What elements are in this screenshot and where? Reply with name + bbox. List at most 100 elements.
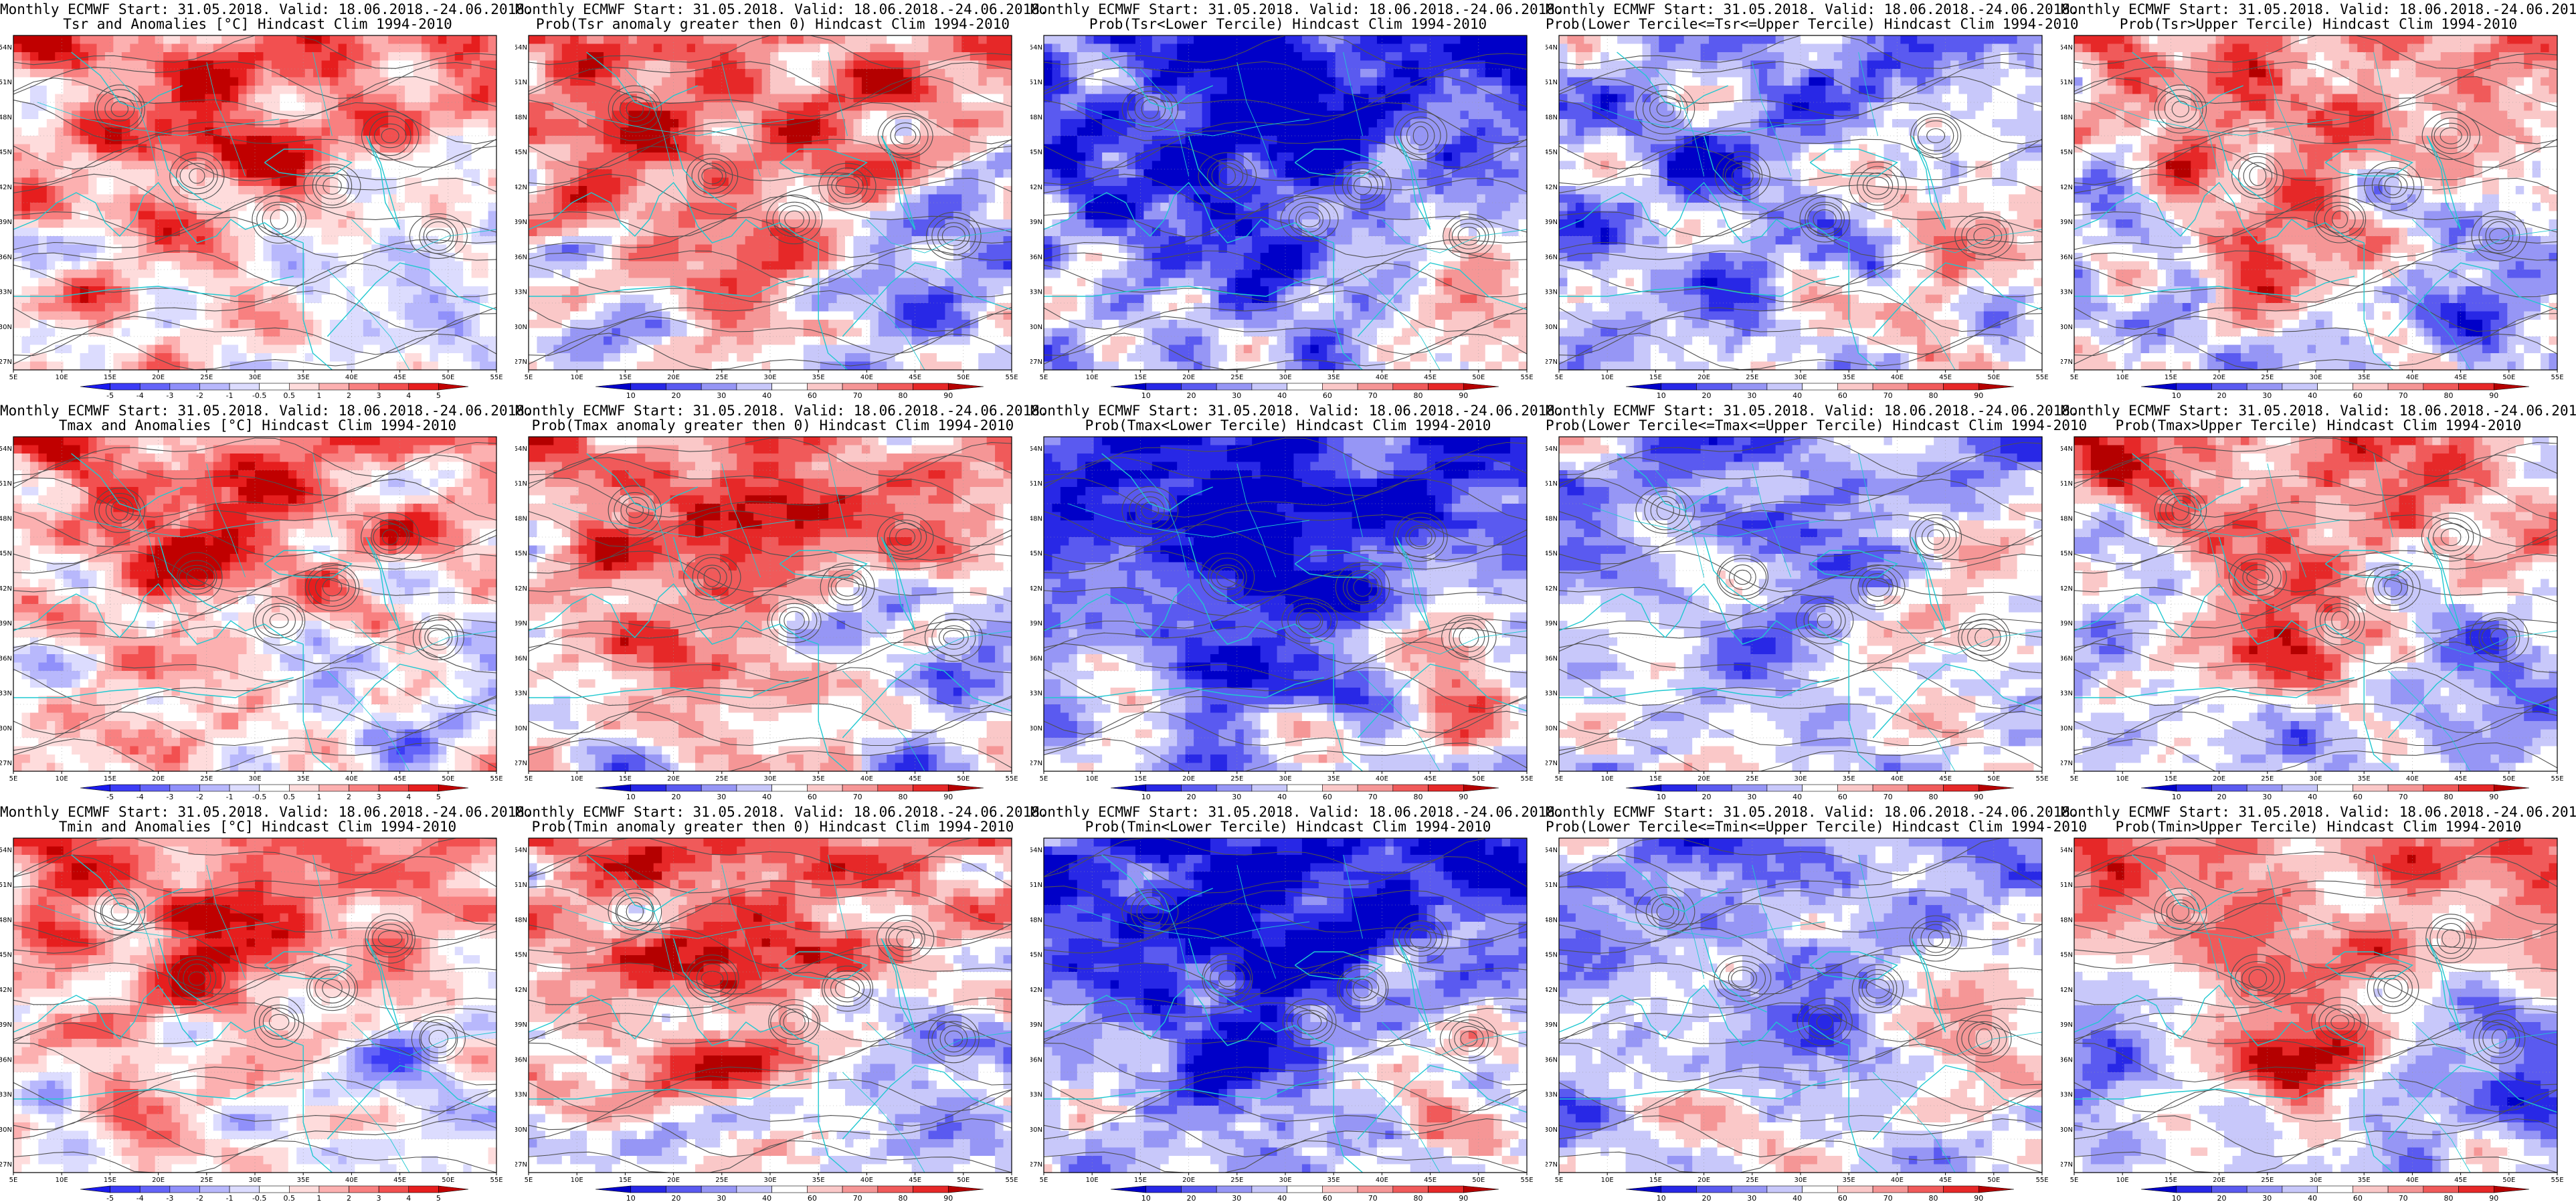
colorbar-tick-label: 3 (377, 391, 381, 400)
shaded-field (1044, 838, 1528, 1173)
lon-tick-label: 40E (860, 374, 873, 381)
lat-tick-label: 51N (2061, 882, 2073, 889)
lat-tick-label: 27N (1030, 359, 1042, 366)
lon-tick-label: 45E (1939, 1177, 1952, 1184)
lat-tick-label: 30N (515, 324, 527, 331)
colorbar-tick-label: 60 (1838, 1194, 1847, 1203)
colorbar-tick-label: 40 (762, 1194, 771, 1203)
colorbar-tick-label: 60 (808, 1194, 817, 1203)
colorbar-tick-label: 40 (2308, 391, 2317, 400)
lon-tick-label: 45E (1424, 775, 1437, 783)
colorbar-tick-label: 30 (2262, 1194, 2272, 1203)
lon-tick-label: 10E (1086, 775, 1099, 783)
lat-tick-label: 48N (1030, 515, 1042, 522)
lon-tick-label: 25E (1230, 1177, 1243, 1184)
lon-tick-label: 30E (2309, 775, 2322, 783)
lat-tick-label: 30N (1030, 725, 1042, 732)
lon-tick-label: 5E (2070, 374, 2079, 381)
lat-tick-label: 36N (0, 1056, 12, 1064)
colorbar-tick-label: 1 (316, 793, 321, 801)
lon-tick-label: 25E (715, 775, 728, 783)
lat-tick-label: 51N (1546, 882, 1558, 889)
colorbar-tick-label: 90 (943, 793, 953, 801)
lon-tick-label: 45E (393, 775, 406, 783)
country-borders (1067, 52, 1528, 371)
lat-tick-label: 39N (515, 219, 527, 226)
colorbar-tick-label: 1 (316, 391, 321, 400)
lon-tick-label: 15E (104, 775, 116, 783)
lat-tick-label: 42N (0, 585, 12, 593)
climatology-contours (2074, 35, 2558, 371)
lon-tick-label: 20E (2213, 374, 2225, 381)
colorbar-tick-label: 70 (1368, 1194, 1378, 1203)
lat-tick-label: 33N (515, 289, 527, 296)
panel-title-product: Prob(Tmax anomaly greater then 0) Hindca… (515, 417, 1030, 433)
lat-tick-label: 33N (2061, 289, 2073, 296)
lon-tick-label: 15E (1649, 374, 1662, 381)
lat-tick-label: 48N (515, 916, 527, 924)
colorbar-tick-label: 80 (1928, 1194, 1938, 1203)
colorbar-tick-label: 60 (808, 391, 817, 400)
colorbar-tick-label: 90 (943, 1194, 953, 1203)
lat-tick-label: 51N (1546, 79, 1558, 86)
map-panel-tsr-4: 5E 10E 15E 20E 25E 30E 35E 40E 45E 50E 55E 54N 51N 48… (1546, 0, 2079, 401)
lon-tick-label: 10E (2116, 374, 2129, 381)
axis-labels: 5E 10E 15E 20E 25E 30E 35E 40E 45E 50E 55E 54N 51N 48… (1030, 44, 1534, 381)
colorbar-tick-label: 40 (1792, 391, 1802, 400)
lat-tick-label: 51N (1546, 480, 1558, 488)
map-canvas: 5E 10E 15E 20E 25E 30E 35E 40E 45E 50E 55E 54N 51N 48… (1030, 837, 1534, 1203)
coastlines (13, 52, 497, 371)
colorbar: 10 20 30 40 60 70 80 90 (2140, 383, 2530, 400)
lat-tick-label: 33N (2061, 1092, 2073, 1099)
graticule (529, 35, 1012, 370)
colorbar-tick-label: 80 (1413, 391, 1422, 400)
colorbar-tick-label: 5 (436, 793, 441, 801)
colorbar: 10 20 30 40 60 70 80 90 (1110, 1185, 1499, 1203)
lon-tick-label: 10E (1086, 374, 1099, 381)
lat-tick-label: 27N (0, 1161, 12, 1169)
axis-labels: 5E 10E 15E 20E 25E 30E 35E 40E 45E 50E 55E 54N 51N 48… (1546, 445, 2049, 783)
lat-tick-label: 39N (1030, 1021, 1042, 1029)
lat-tick-label: 30N (515, 725, 527, 732)
lon-tick-label: 10E (1086, 1177, 1099, 1184)
lat-tick-label: 45N (0, 550, 12, 558)
panel-title-run: Monthly ECMWF Start: 31.05.2018. Valid: … (0, 403, 533, 419)
lat-tick-label: 45N (1030, 149, 1042, 157)
colorbar-tick-label: 60 (1323, 391, 1332, 400)
colorbar-tick-label: 0.5 (284, 1194, 296, 1203)
lon-tick-label: 55E (1005, 1177, 1018, 1184)
panel-title-run: Monthly ECMWF Start: 31.05.2018. Valid: … (2061, 1, 2576, 17)
lat-tick-label: 48N (1546, 114, 1558, 121)
lon-tick-label: 5E (1555, 374, 1564, 381)
lat-tick-label: 54N (1546, 44, 1558, 52)
colorbar-tick-label: 10 (626, 391, 636, 400)
panel-title-product: Tmax and Anomalies [°C] Hindcast Clim 19… (0, 417, 515, 433)
panel-title-product: Prob(Tmin>Upper Tercile) Hindcast Clim 1… (2061, 819, 2576, 835)
lat-tick-label: 54N (0, 44, 12, 52)
shaded-field (1559, 35, 2043, 371)
lon-tick-label: 50E (957, 1177, 970, 1184)
map-panel-tmin-2: 5E 10E 15E 20E 25E 30E 35E 40E 45E 50E 55E 54N 51N 48… (515, 803, 1048, 1204)
colorbar-tick-label: 4 (406, 391, 411, 400)
colorbar-tick-label: 40 (1792, 1194, 1802, 1203)
lon-tick-label: 45E (909, 1177, 921, 1184)
map-canvas: 5E 10E 15E 20E 25E 30E 35E 40E 45E 50E 55E 54N 51N 48… (2061, 35, 2564, 400)
lon-tick-label: 20E (1697, 1177, 1710, 1184)
lat-tick-label: 39N (1030, 620, 1042, 627)
colorbar-tick-label: 20 (1702, 391, 1712, 400)
lon-tick-label: 25E (2261, 775, 2274, 783)
lat-tick-label: 45N (515, 550, 527, 558)
lon-tick-label: 10E (2116, 775, 2129, 783)
lat-tick-label: 36N (1030, 254, 1042, 261)
lat-tick-label: 33N (0, 289, 12, 296)
colorbar-tick-label: 2 (347, 391, 351, 400)
lon-tick-label: 35E (2358, 1177, 2371, 1184)
colorbar-tick-label: 90 (1974, 391, 1983, 400)
lon-tick-label: 35E (812, 775, 825, 783)
lon-tick-label: 5E (9, 775, 18, 783)
lon-tick-label: 15E (2165, 1177, 2177, 1184)
lat-tick-label: 45N (0, 149, 12, 157)
colorbar-tick-label: 4 (406, 1194, 411, 1203)
lon-tick-label: 35E (1843, 374, 1855, 381)
colorbar-tick-label: 60 (1323, 793, 1332, 801)
